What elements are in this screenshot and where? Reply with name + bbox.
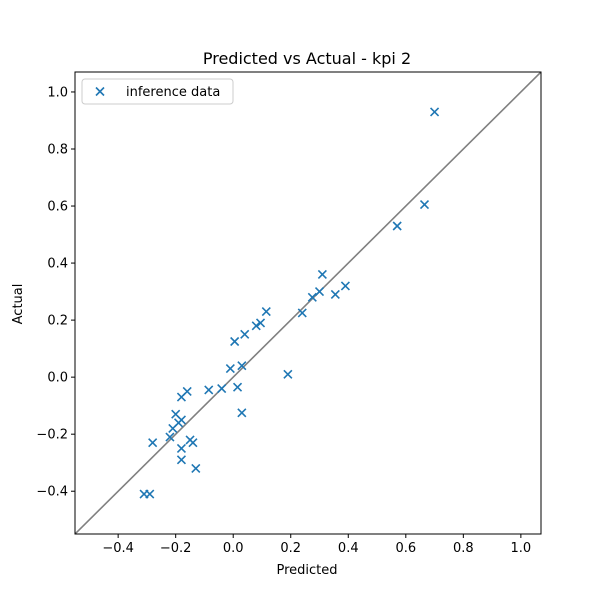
y-axis-label: Actual (11, 284, 26, 325)
x-tick-label: 0.8 (453, 541, 474, 556)
data-point (225, 364, 235, 374)
x-tick-label: −0.4 (102, 541, 134, 556)
data-point (217, 383, 227, 394)
x-tick-label: 0.2 (280, 541, 301, 556)
data-point-stroke (217, 383, 227, 394)
data-point (145, 489, 155, 499)
data-point (232, 382, 243, 392)
data-point-stroke (392, 221, 402, 231)
data-point-stroke (225, 364, 235, 374)
data-point-stroke (283, 369, 293, 379)
data-point (283, 369, 293, 379)
data-point-stroke (251, 321, 261, 331)
data-point (240, 329, 250, 339)
data-point-stroke (317, 269, 327, 280)
x-axis-label: Predicted (276, 563, 337, 578)
data-point (317, 269, 327, 280)
y-tick-label: −0.2 (36, 428, 68, 443)
data-point-stroke (330, 289, 340, 300)
data-point-stroke (261, 306, 271, 317)
data-point (165, 432, 175, 442)
y-tick-label: 1.0 (47, 85, 68, 100)
data-point (430, 107, 440, 117)
data-point (297, 308, 307, 318)
data-point (330, 289, 340, 300)
data-point (230, 336, 240, 347)
legend-label: inference data (126, 85, 220, 100)
legend: inference data (81, 78, 234, 105)
data-point (251, 321, 261, 331)
data-point-stroke (419, 200, 430, 210)
y-tick-label: 0.4 (47, 257, 68, 272)
data-point (204, 385, 214, 395)
data-point-stroke (314, 287, 325, 297)
data-point (148, 438, 158, 448)
data-point-stroke (340, 281, 350, 291)
data-point (176, 443, 186, 454)
data-point-stroke (182, 386, 192, 396)
data-point-stroke (230, 336, 240, 347)
y-tick-label: 0.8 (47, 143, 68, 158)
data-point-stroke (237, 361, 247, 371)
y-tick-label: 0.6 (47, 200, 68, 215)
data-point-stroke (145, 489, 155, 499)
data-point-stroke (165, 432, 175, 442)
y-tick-label: 0.2 (47, 314, 68, 329)
y-tick-label: −0.4 (36, 485, 68, 500)
data-point-stroke (255, 318, 266, 328)
chart-title: Predicted vs Actual - kpi 2 (203, 49, 411, 68)
data-point-stroke (188, 438, 198, 448)
x-tick-label: 1.0 (511, 541, 532, 556)
data-point (340, 281, 350, 291)
data-point (261, 306, 271, 317)
x-tick-label: −0.2 (160, 541, 192, 556)
data-point-stroke (204, 385, 214, 395)
legend-marker-stroke (95, 86, 105, 97)
data-point (176, 415, 186, 425)
data-point-stroke (171, 409, 181, 419)
data-point-stroke (237, 408, 247, 418)
plot-area: −0.4 −0.2 0.0 0.2 0.4 0.6 0.8 1.0 −0.4 −0.2 0.0 0.2… (36, 71, 542, 556)
data-point-stroke (148, 438, 158, 448)
data-point (237, 361, 247, 371)
data-point (392, 221, 402, 231)
data-point-stroke (430, 107, 440, 117)
legend-marker (95, 86, 105, 97)
data-point-stroke (232, 382, 243, 392)
x-tick-label: 0.6 (395, 541, 416, 556)
data-point (237, 408, 247, 418)
x-tick-label: 0.0 (223, 541, 244, 556)
data-point-stroke (297, 308, 307, 318)
legend-frame (81, 78, 234, 105)
data-point (188, 438, 198, 448)
data-point (176, 455, 186, 465)
data-point-stroke (307, 292, 317, 302)
data-point-stroke (176, 443, 186, 454)
data-point (191, 463, 201, 473)
y-tick-label: 0.0 (47, 371, 68, 386)
axes-frame (74, 71, 542, 535)
data-point-stroke (240, 329, 250, 339)
data-point (307, 292, 317, 302)
data-point (182, 386, 192, 396)
identity-line (75, 72, 541, 534)
x-tick-label: 0.4 (338, 541, 359, 556)
data-point (255, 318, 266, 328)
data-point (314, 287, 325, 297)
data-point (419, 200, 430, 210)
data-point-stroke (176, 455, 186, 465)
data-point-stroke (191, 463, 201, 473)
data-point-stroke (176, 415, 186, 425)
